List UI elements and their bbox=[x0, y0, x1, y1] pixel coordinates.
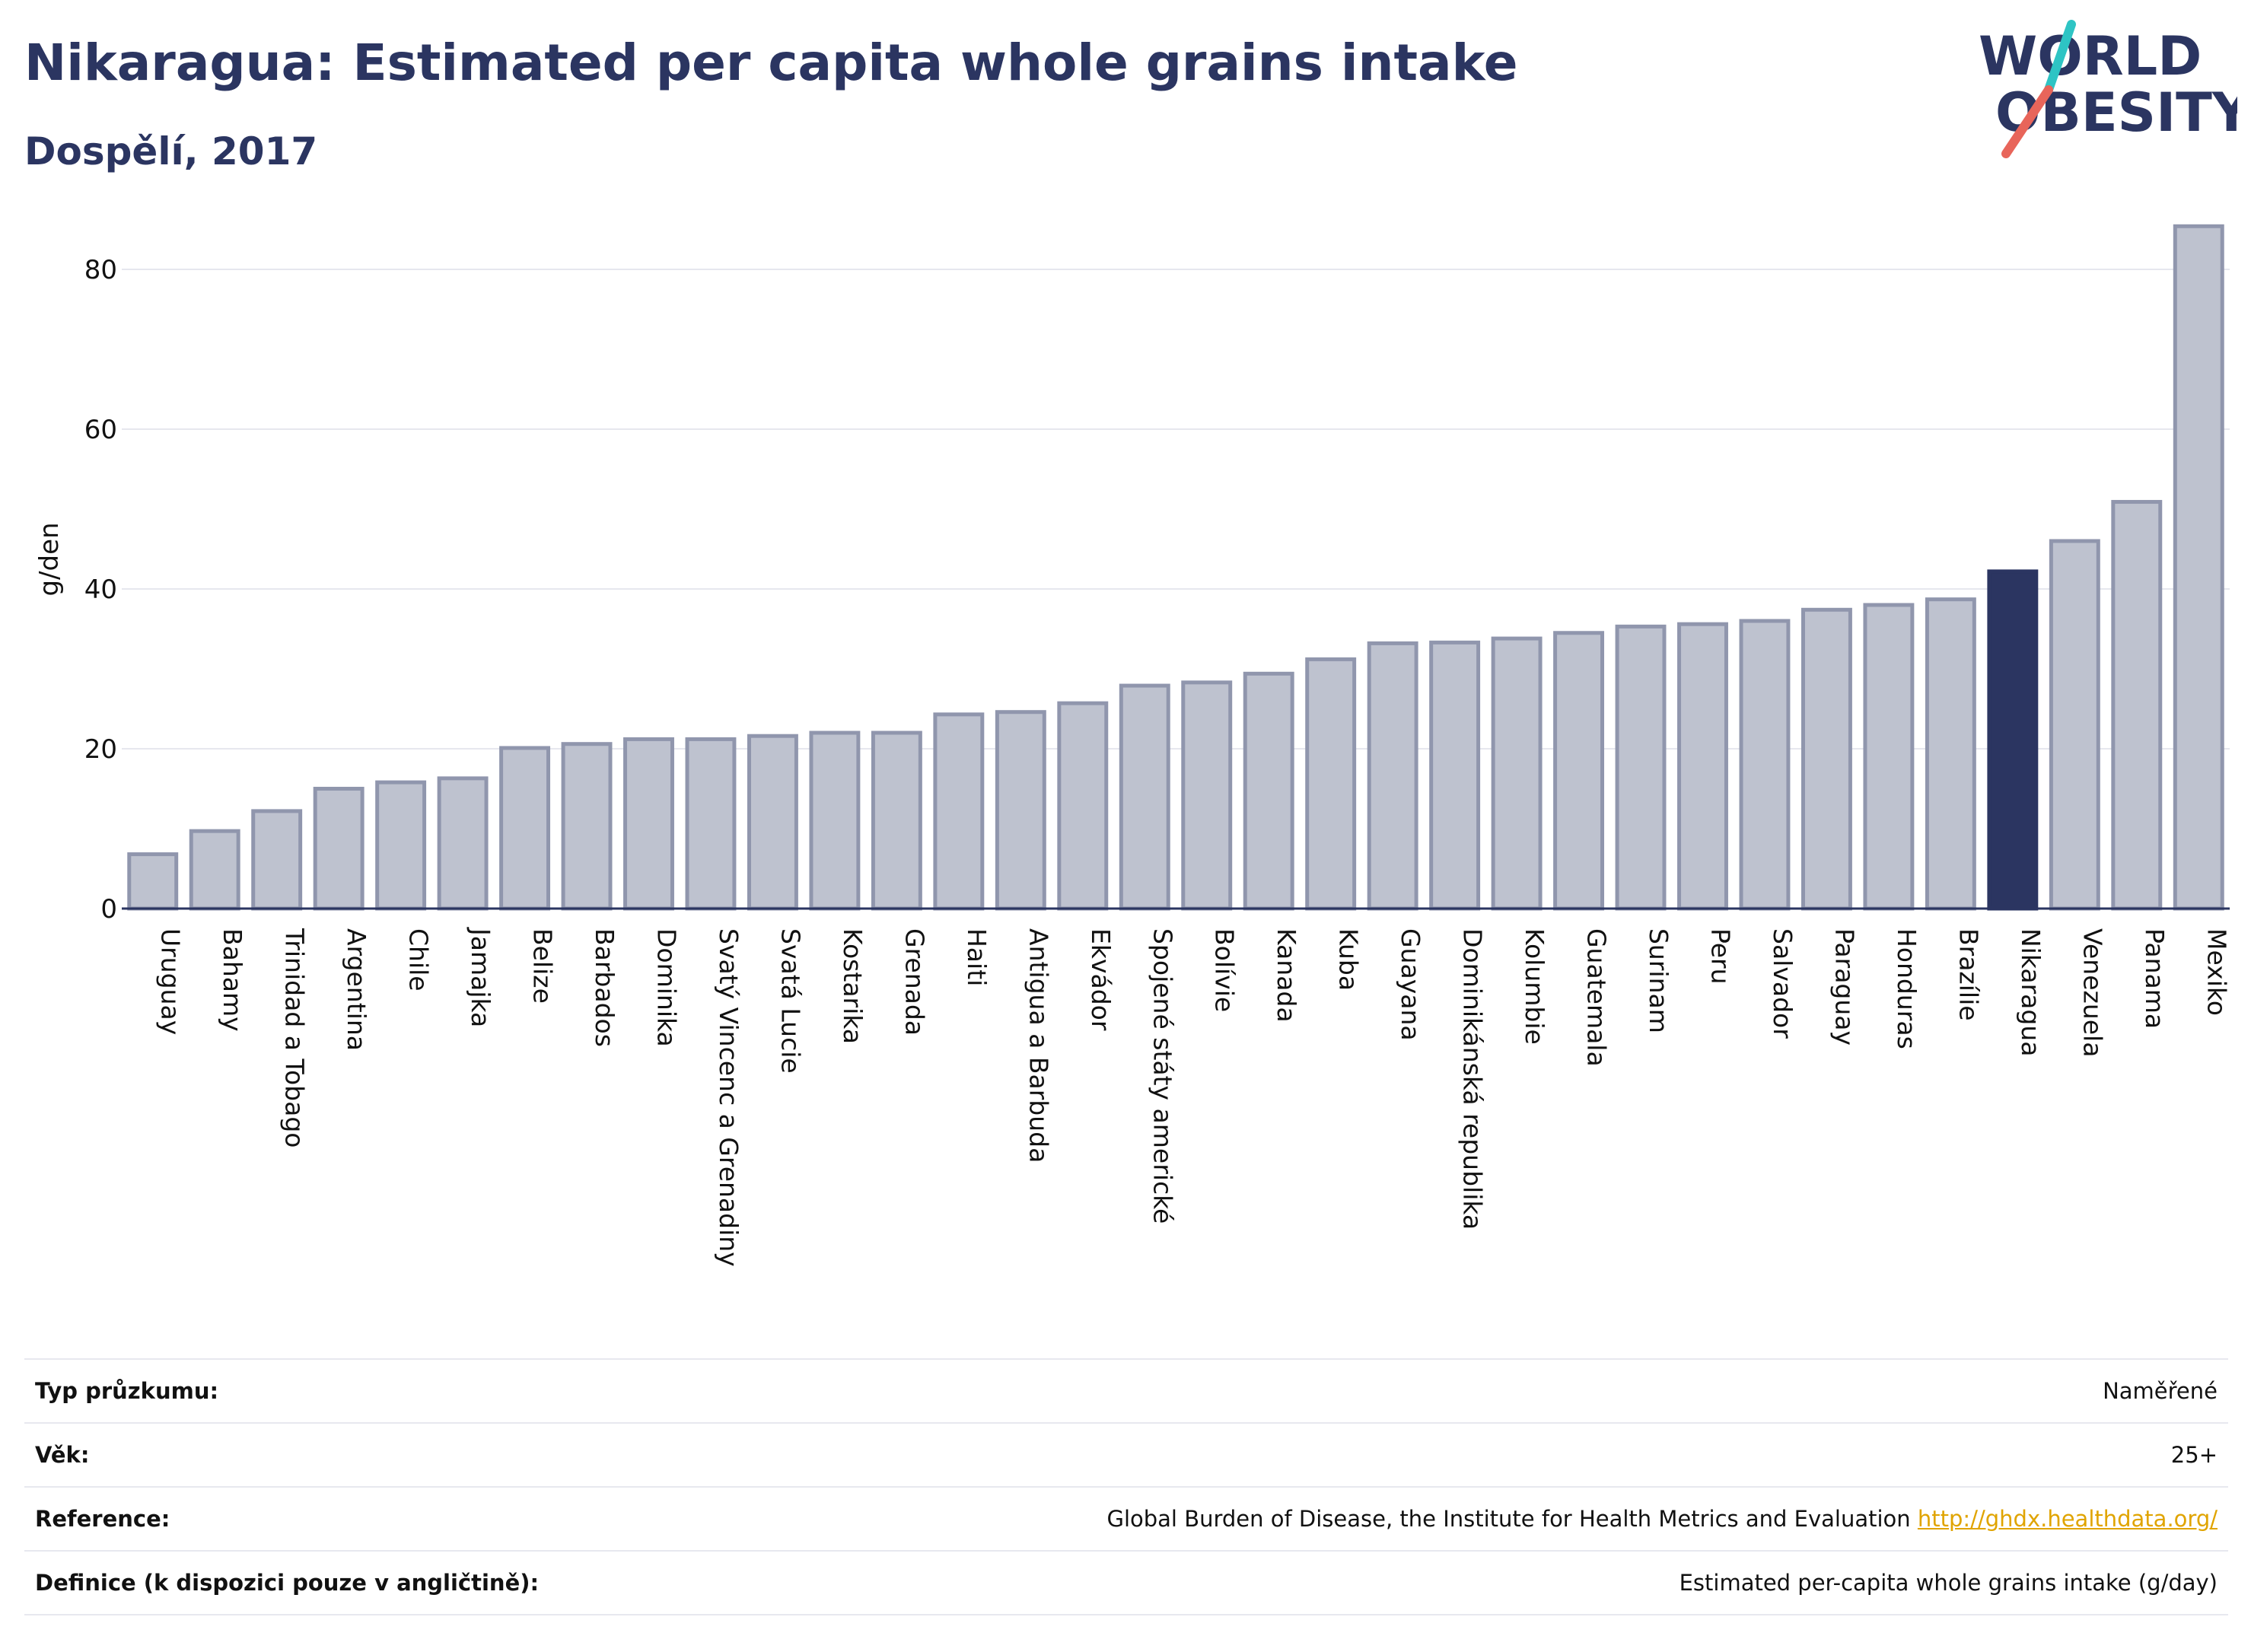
bar bbox=[2049, 539, 2100, 911]
info-label: Věk: bbox=[24, 1422, 723, 1488]
bar bbox=[623, 737, 674, 911]
x-tick-label: Svatá Lucie bbox=[775, 928, 805, 1074]
reference-link[interactable]: http://ghdx.healthdata.org/ bbox=[1917, 1506, 2218, 1532]
page-title: Nikaragua: Estimated per capita whole gr… bbox=[24, 33, 1518, 92]
info-row-reference: Reference: Global Burden of Disease, the… bbox=[24, 1486, 2228, 1552]
bar bbox=[2111, 500, 2163, 911]
bar bbox=[375, 780, 427, 911]
x-tick-label: Argentina bbox=[342, 928, 371, 1051]
info-value-reference: Global Burden of Disease, the Institute … bbox=[722, 1486, 2228, 1552]
y-tick-label: 80 bbox=[84, 255, 117, 285]
x-tick-label: Kostarika bbox=[838, 928, 868, 1044]
x-tick-label: Trinidad a Tobago bbox=[280, 928, 310, 1148]
bar-chart: 0 20 40 60 80 Uruguay Bahamy Trinidad a Tobago A… bbox=[34, 224, 2232, 1267]
bars bbox=[127, 224, 2224, 911]
bar bbox=[809, 731, 861, 911]
logo-slash-top bbox=[2044, 20, 2076, 94]
bar bbox=[251, 809, 303, 911]
bar bbox=[437, 776, 489, 911]
bar bbox=[933, 712, 985, 911]
info-table: Typ průzkumu: Naměřené Věk: 25+ Referenc… bbox=[24, 1358, 2228, 1615]
x-tick-label: Jamajka bbox=[466, 927, 495, 1027]
y-tick-label: 0 bbox=[100, 894, 117, 925]
x-tick-label: Bolívie bbox=[1210, 928, 1240, 1012]
bar bbox=[1677, 622, 1728, 911]
axes: 0 20 40 60 80 Uruguay Bahamy Trinidad a Tobago A… bbox=[84, 255, 2232, 1267]
x-tick-label: Grenada bbox=[899, 928, 929, 1036]
bar bbox=[1491, 636, 1543, 911]
x-tick-label: Peru bbox=[1706, 928, 1736, 985]
x-tick-label: Honduras bbox=[1892, 928, 1921, 1049]
x-tick-label: Nikaragua bbox=[2016, 928, 2046, 1056]
bar bbox=[747, 734, 798, 911]
bar bbox=[995, 710, 1046, 911]
info-label: Typ průzkumu: bbox=[24, 1358, 723, 1424]
y-tick-label: 20 bbox=[84, 734, 117, 765]
bar bbox=[871, 731, 922, 911]
bar bbox=[1429, 640, 1481, 911]
bar bbox=[499, 746, 551, 911]
bar bbox=[1553, 631, 1605, 911]
info-label: Definice (k dispozici pouze v angličtině… bbox=[24, 1550, 723, 1615]
x-tick-label: Barbados bbox=[590, 928, 619, 1047]
reference-text: Global Burden of Disease, the Institute … bbox=[1106, 1506, 1911, 1532]
bar bbox=[189, 829, 240, 911]
bar bbox=[127, 852, 179, 911]
y-tick-label: 40 bbox=[84, 575, 117, 605]
x-tick-label: Antigua a Barbuda bbox=[1024, 928, 1053, 1163]
bar bbox=[1243, 671, 1294, 911]
x-tick-label: Ekvádor bbox=[1086, 928, 1116, 1031]
x-tick-label: Salvador bbox=[1768, 928, 1797, 1039]
info-value: Estimated per-capita whole grains intake… bbox=[722, 1550, 2228, 1615]
bar bbox=[561, 742, 613, 911]
bar bbox=[1305, 657, 1357, 911]
bar bbox=[1800, 607, 1852, 911]
x-tick-label: Chile bbox=[404, 928, 434, 992]
info-value: 25+ bbox=[722, 1422, 2228, 1488]
bar bbox=[685, 737, 737, 911]
world-obesity-logo: WORLD OBESITY bbox=[1979, 20, 2237, 158]
x-tick-label: Paraguay bbox=[1829, 928, 1859, 1046]
bar bbox=[1863, 603, 1915, 911]
info-value: Naměřené bbox=[722, 1358, 2228, 1424]
logo-slash-bottom bbox=[2001, 85, 2053, 158]
x-tick-label: Mexiko bbox=[2202, 928, 2231, 1016]
y-axis-label: g/den bbox=[34, 522, 65, 596]
x-tick-label: Dominika bbox=[652, 928, 682, 1047]
logo-text-world: WORLD bbox=[1979, 25, 2202, 88]
x-tick-label: Kolumbie bbox=[1520, 928, 1549, 1045]
x-tick-label: Kuba bbox=[1334, 928, 1364, 991]
page-subtitle: Dospělí, 2017 bbox=[24, 129, 318, 173]
x-tick-label: Uruguay bbox=[156, 928, 186, 1035]
bar bbox=[2173, 224, 2224, 911]
bar bbox=[1615, 624, 1667, 911]
info-row-survey-type: Typ průzkumu: Naměřené bbox=[24, 1358, 2228, 1424]
x-tick-label: Bahamy bbox=[218, 928, 247, 1032]
bar bbox=[1367, 641, 1418, 911]
x-tick-label: Spojené státy americké bbox=[1148, 928, 1177, 1224]
bar bbox=[1739, 619, 1791, 911]
x-tick-label: Belize bbox=[528, 928, 558, 1004]
bar-highlighted bbox=[1987, 569, 2039, 911]
bar bbox=[1181, 680, 1233, 911]
bar bbox=[1057, 701, 1109, 911]
info-row-age: Věk: 25+ bbox=[24, 1422, 2228, 1488]
x-tick-label: Venezuela bbox=[2077, 928, 2107, 1057]
x-tick-label: Haiti bbox=[962, 928, 992, 986]
x-tick-label: Svatý Vincenc a Grenadiny bbox=[714, 928, 743, 1267]
bar bbox=[313, 787, 365, 911]
x-tick-label: Dominikánská republika bbox=[1458, 928, 1488, 1230]
x-tick-label: Guayana bbox=[1396, 928, 1425, 1041]
x-tick-label: Panama bbox=[2140, 928, 2170, 1029]
x-tick-label: Guatemala bbox=[1582, 928, 1612, 1067]
y-tick-label: 60 bbox=[84, 415, 117, 445]
bar bbox=[1925, 597, 1976, 911]
x-tick-label: Brazílie bbox=[1953, 928, 1983, 1021]
x-tick-label: Kanada bbox=[1272, 928, 1301, 1023]
info-label: Reference: bbox=[24, 1486, 723, 1552]
info-row-definition: Definice (k dispozici pouze v angličtině… bbox=[24, 1550, 2228, 1615]
bar bbox=[1119, 683, 1170, 911]
x-tick-label: Surinam bbox=[1644, 928, 1673, 1033]
